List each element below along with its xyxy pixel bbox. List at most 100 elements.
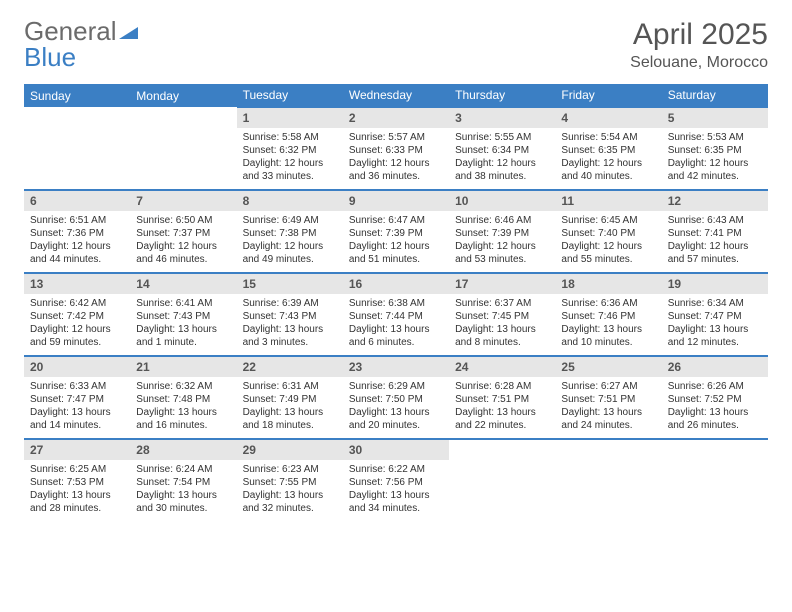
- sunset-line: Sunset: 7:52 PM: [668, 394, 742, 405]
- day-number: 10: [449, 191, 555, 211]
- day-details: Sunrise: 6:31 AMSunset: 7:49 PMDaylight:…: [237, 377, 343, 438]
- sunrise-line: Sunrise: 6:24 AM: [136, 464, 212, 475]
- day-details: Sunrise: 6:42 AM Sunset: 7:42 PM Daylight:…: [24, 294, 130, 355]
- sunset-line: Sunset: 7:38 PM: [243, 228, 317, 239]
- sunset-line: Sunset: 7:40 PM: [561, 228, 635, 239]
- daylight-line: Daylight: 13 hours and 1 minute.: [136, 324, 217, 348]
- sunrise-line: Sunrise: 5:58 AM: [243, 132, 319, 143]
- sunrise-line: Sunrise: 6:34 AM: [668, 298, 744, 309]
- weekday-wednesday: Wednesday: [343, 84, 449, 107]
- day-details: Sunrise: 6:34 AM Sunset: 7:47 PM Daylight:…: [662, 294, 768, 355]
- day-number: 20: [24, 357, 130, 377]
- day-number: 8: [237, 191, 343, 211]
- daylight-line: Daylight: 13 hours and 18 minutes.: [243, 407, 324, 431]
- daylight-line: Daylight: 12 hours and 38 minutes.: [455, 158, 536, 182]
- daylight-line: Daylight: 12 hours and 46 minutes.: [136, 241, 217, 265]
- calendar-day-cell: 24Sunrise: 6:28 AMSunset: 7:51 PMDayligh…: [449, 356, 555, 439]
- daylight-line: Daylight: 12 hours and 57 minutes.: [668, 241, 749, 265]
- sunrise-line: Sunrise: 5:53 AM: [668, 132, 744, 143]
- calendar-day-cell: 29Sunrise: 6:23 AMSunset: 7:55 PMDayligh…: [237, 439, 343, 521]
- sunset-line: Sunset: 6:34 PM: [455, 145, 529, 156]
- logo-sail-icon: [119, 26, 139, 40]
- daylight-line: Daylight: 12 hours and 44 minutes.: [30, 241, 111, 265]
- sunrise-line: Sunrise: 6:43 AM: [668, 215, 744, 226]
- daylight-line: Daylight: 12 hours and 33 minutes.: [243, 158, 324, 182]
- calendar-day-cell: 23Sunrise: 6:29 AMSunset: 7:50 PMDayligh…: [343, 356, 449, 439]
- sunset-line: Sunset: 7:42 PM: [30, 311, 104, 322]
- weekday-thursday: Thursday: [449, 84, 555, 107]
- daylight-line: Daylight: 13 hours and 32 minutes.: [243, 490, 324, 514]
- sunrise-line: Sunrise: 6:31 AM: [243, 381, 319, 392]
- sunrise-line: Sunrise: 5:54 AM: [561, 132, 637, 143]
- sunrise-line: Sunrise: 5:57 AM: [349, 132, 425, 143]
- sunset-line: Sunset: 7:47 PM: [30, 394, 104, 405]
- calendar-day-cell: 2 Sunrise: 5:57 AM Sunset: 6:33 PM Daylight…: [343, 107, 449, 190]
- day-number: 29: [237, 440, 343, 460]
- day-details: Sunrise: 6:28 AMSunset: 7:51 PMDaylight:…: [449, 377, 555, 438]
- weekday-monday: Monday: [130, 84, 236, 107]
- day-details: Sunrise: 6:51 AMSunset: 7:36 PMDaylight:…: [24, 211, 130, 272]
- sunrise-line: Sunrise: 6:36 AM: [561, 298, 637, 309]
- day-details: Sunrise: 6:38 AMSunset: 7:44 PMDaylight:…: [343, 294, 449, 355]
- day-details: Sunrise: 6:41 AMSunset: 7:43 PMDaylight:…: [130, 294, 236, 355]
- day-number: 22: [237, 357, 343, 377]
- sunset-line: Sunset: 7:47 PM: [668, 311, 742, 322]
- sunrise-line: Sunrise: 6:33 AM: [30, 381, 106, 392]
- day-details: Sunrise: 6:32 AM Sunset: 7:48 PM Daylight:…: [130, 377, 236, 438]
- day-number: 14: [130, 274, 236, 294]
- day-number: 21: [130, 357, 236, 377]
- calendar-day-cell: 8Sunrise: 6:49 AMSunset: 7:38 PMDaylight…: [237, 190, 343, 273]
- daylight-line: Daylight: 12 hours and 36 minutes.: [349, 158, 430, 182]
- sunrise-line: Sunrise: 6:29 AM: [349, 381, 425, 392]
- daylight-line: Daylight: 13 hours and 20 minutes.: [349, 407, 430, 431]
- calendar-week-row: 13Sunrise: 6:42 AMSunset: 7:42 PMDayligh…: [24, 273, 768, 356]
- sunset-line: Sunset: 7:55 PM: [243, 477, 317, 488]
- sunrise-line: Sunrise: 6:38 AM: [349, 298, 425, 309]
- calendar-day-cell: 1Sunrise: 5:58 AMSunset: 6:32 PMDaylight…: [237, 107, 343, 190]
- sunrise-line: Sunrise: 6:32 AM: [136, 381, 212, 392]
- sunrise-line: Sunrise: 6:27 AM: [561, 381, 637, 392]
- calendar-day-cell: 11Sunrise: 6:45 AMSunset: 7:40 PMDayligh…: [555, 190, 661, 273]
- calendar-day-cell: ..: [24, 107, 130, 190]
- calendar-day-cell: 27Sunrise: 6:25 AMSunset: 7:53 PMDayligh…: [24, 439, 130, 521]
- day-details: Sunrise: 6:25 AMSunset: 7:53 PMDaylight:…: [24, 460, 130, 521]
- sunrise-line: Sunrise: 6:50 AM: [136, 215, 212, 226]
- sunset-line: Sunset: 6:33 PM: [349, 145, 423, 156]
- calendar-day-cell: 13Sunrise: 6:42 AMSunset: 7:42 PMDayligh…: [24, 273, 130, 356]
- calendar-day-cell: 25Sunrise: 6:27 AMSunset: 7:51 PMDayligh…: [555, 356, 661, 439]
- day-details: Sunrise: 6:24 AMSunset: 7:54 PMDaylight:…: [130, 460, 236, 521]
- day-number: 17: [449, 274, 555, 294]
- day-number: 25: [555, 357, 661, 377]
- calendar-table: Sunday Monday Tuesday Wednesday Thursday…: [24, 84, 768, 521]
- calendar-day-cell: 10Sunrise: 6:46 AMSunset: 7:39 PMDayligh…: [449, 190, 555, 273]
- sunset-line: Sunset: 7:48 PM: [136, 394, 210, 405]
- calendar-day-cell: 3Sunrise: 5:55 AMSunset: 6:34 PMDaylight…: [449, 107, 555, 190]
- calendar-day-cell: 6Sunrise: 6:51 AMSunset: 7:36 PMDaylight…: [24, 190, 130, 273]
- calendar-day-cell: ..: [130, 107, 236, 190]
- day-number: 2: [343, 108, 449, 128]
- daylight-line: Daylight: 12 hours and 59 minutes.: [30, 324, 111, 348]
- sunset-line: Sunset: 7:50 PM: [349, 394, 423, 405]
- day-details: Sunrise: 6:27 AMSunset: 7:51 PMDaylight:…: [555, 377, 661, 438]
- sunset-line: Sunset: 7:44 PM: [349, 311, 423, 322]
- day-details: Sunrise: 6:23 AMSunset: 7:55 PMDaylight:…: [237, 460, 343, 521]
- sunrise-line: Sunrise: 6:25 AM: [30, 464, 106, 475]
- day-details: Sunrise: 5:54 AMSunset: 6:35 PMDaylight:…: [555, 128, 661, 189]
- daylight-line: Daylight: 12 hours and 42 minutes.: [668, 158, 749, 182]
- logo-word-2: Blue: [24, 42, 76, 72]
- daylight-line: Daylight: 13 hours and 16 minutes.: [136, 407, 217, 431]
- weekday-tuesday: Tuesday: [237, 84, 343, 107]
- sunrise-line: Sunrise: 6:46 AM: [455, 215, 531, 226]
- weekday-saturday: Saturday: [662, 84, 768, 107]
- sunrise-line: Sunrise: 6:42 AM: [30, 298, 106, 309]
- daylight-line: Daylight: 13 hours and 12 minutes.: [668, 324, 749, 348]
- daylight-line: Daylight: 12 hours and 51 minutes.: [349, 241, 430, 265]
- month-title: April 2025: [630, 18, 768, 52]
- day-details: Sunrise: 5:55 AMSunset: 6:34 PMDaylight:…: [449, 128, 555, 189]
- day-number: 27: [24, 440, 130, 460]
- day-details: Sunrise: 6:36 AMSunset: 7:46 PMDaylight:…: [555, 294, 661, 355]
- daylight-line: Daylight: 13 hours and 30 minutes.: [136, 490, 217, 514]
- sunrise-line: Sunrise: 6:28 AM: [455, 381, 531, 392]
- day-details: Sunrise: 6:43 AMSunset: 7:41 PMDaylight:…: [662, 211, 768, 272]
- day-details: Sunrise: 6:50 AMSunset: 7:37 PMDaylight:…: [130, 211, 236, 272]
